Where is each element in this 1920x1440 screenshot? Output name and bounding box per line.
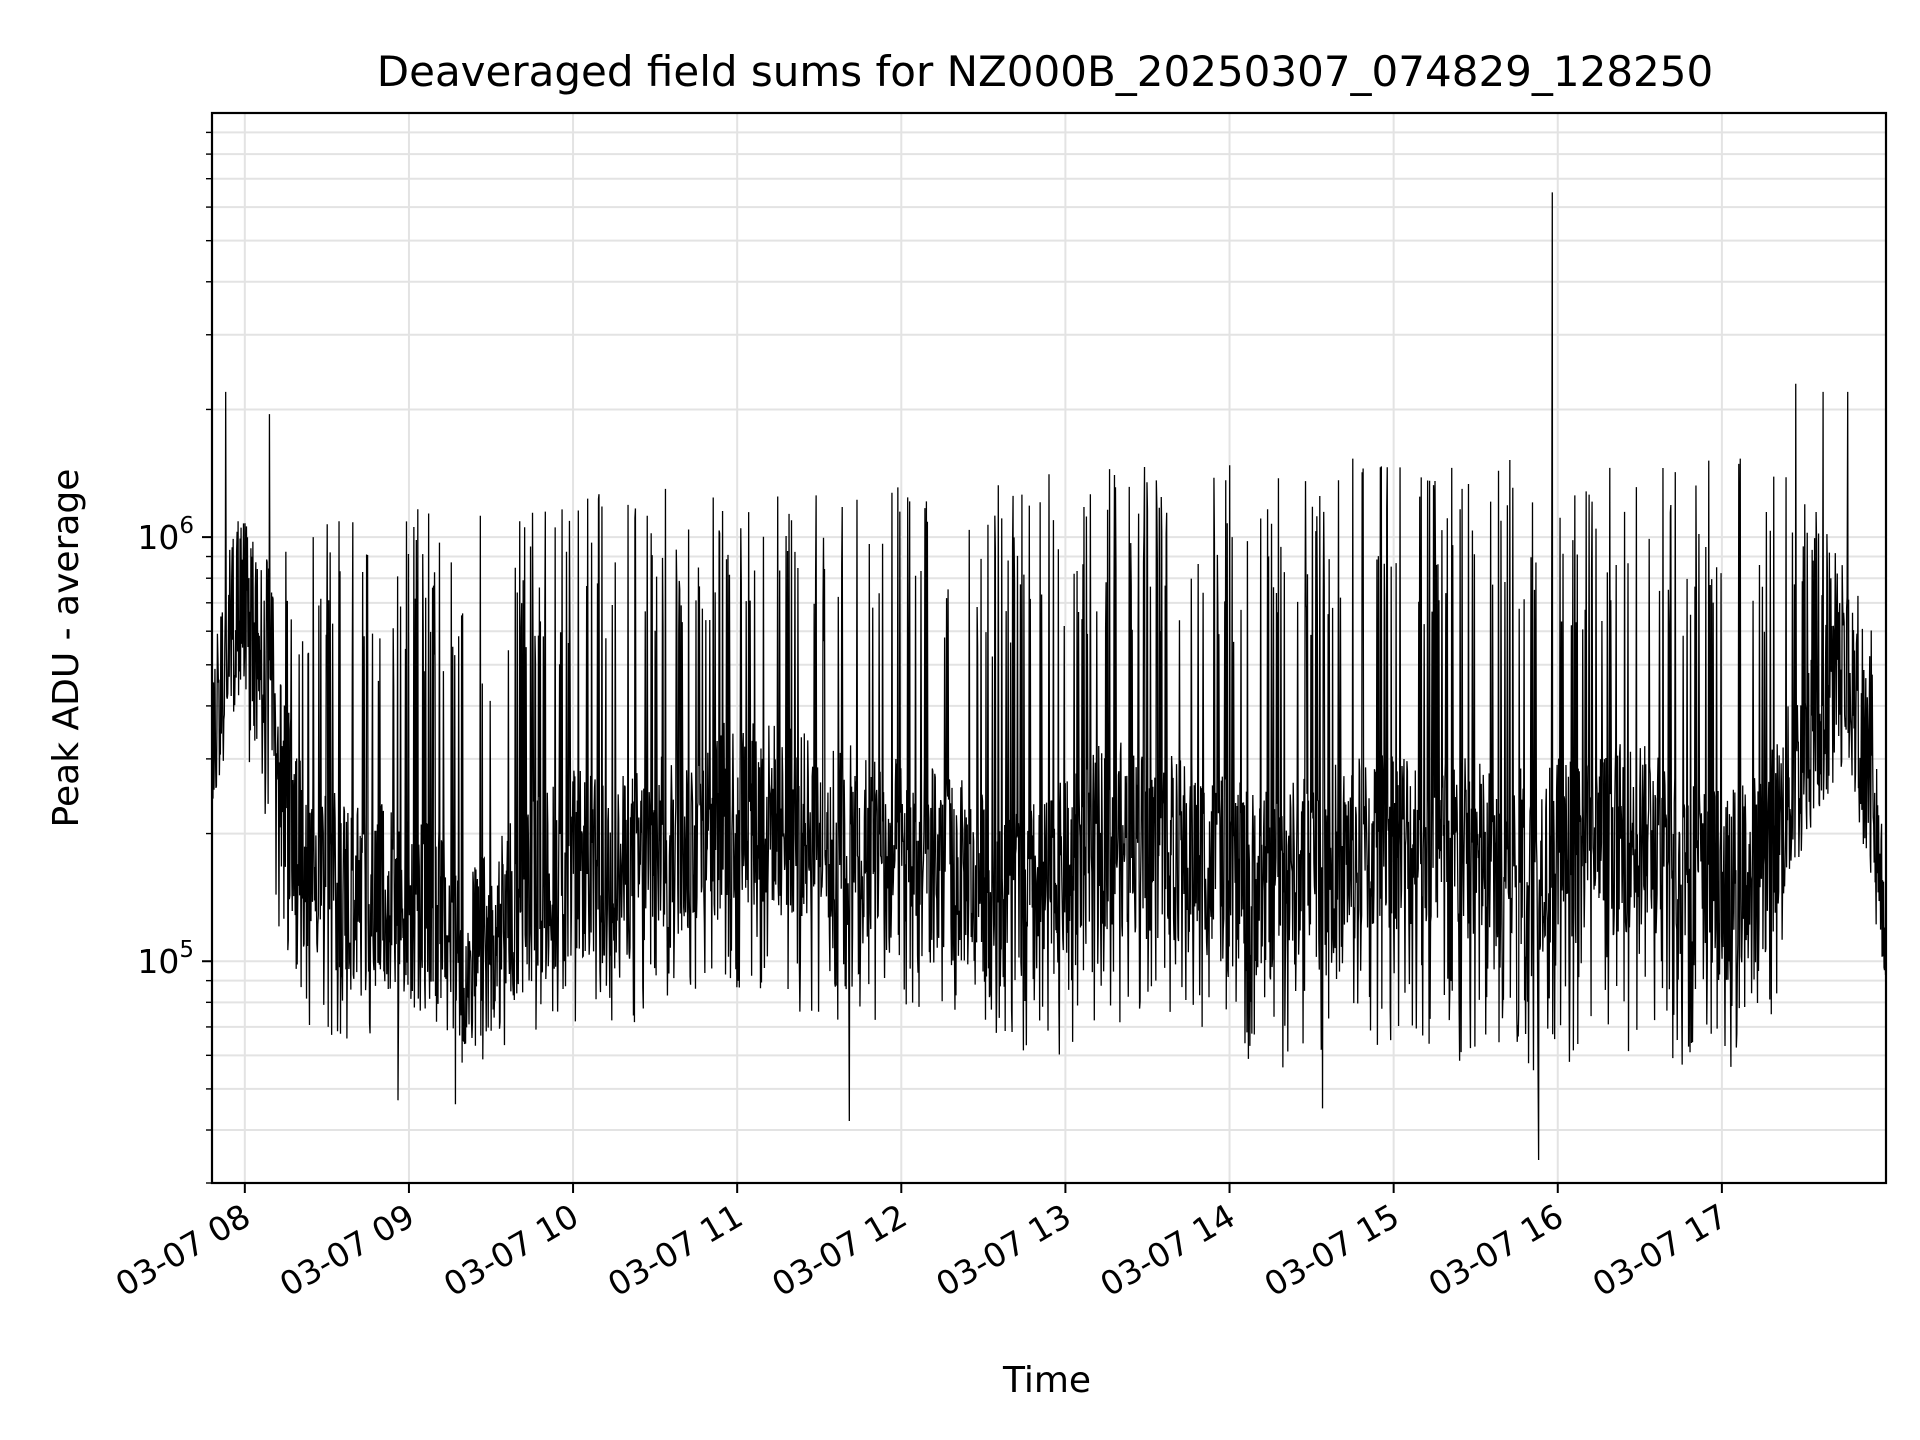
x-tick-label: 03-07 13 — [929, 1196, 1077, 1304]
x-tick-label: 03-07 17 — [1586, 1196, 1734, 1304]
series-line-group — [211, 192, 1887, 1160]
y-tick-label: 105 — [137, 937, 194, 981]
x-tick-label: 03-07 14 — [1094, 1196, 1242, 1304]
x-tick-label: 03-07 10 — [437, 1196, 585, 1304]
y-axis-label: Peak ADU - average — [46, 469, 87, 828]
series-line — [211, 192, 1887, 1160]
y-tick-label: 106 — [137, 513, 194, 557]
x-tick-label: 03-07 09 — [273, 1196, 421, 1304]
chart-title: Deaveraged field sums for NZ000B_2025030… — [377, 47, 1713, 96]
x-tick-label: 03-07 08 — [109, 1196, 257, 1304]
x-tick-label: 03-07 16 — [1422, 1196, 1570, 1304]
plot-frame — [210, 111, 1888, 1185]
x-axis-label: Time — [1002, 1360, 1091, 1401]
x-tick-label: 03-07 11 — [601, 1196, 749, 1304]
x-tick-label: 03-07 12 — [765, 1196, 913, 1304]
x-tick-label: 03-07 15 — [1258, 1196, 1406, 1304]
